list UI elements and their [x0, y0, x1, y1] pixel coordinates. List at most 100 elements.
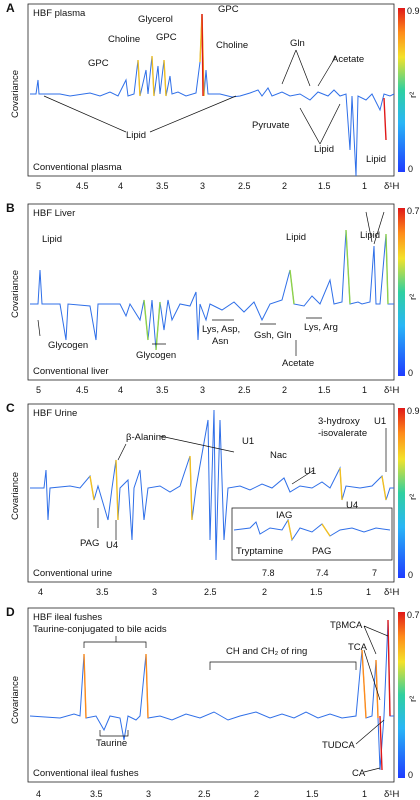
panel-b-cbar-min: 0: [408, 368, 413, 378]
panel-c-subtitle: Conventional urine: [33, 568, 112, 579]
panel-d-spectrum: [29, 619, 394, 771]
panel-c-leader-lines: [97, 428, 387, 540]
panel-a-xtick: 2.5: [238, 181, 251, 191]
panel-c-xtick: 1.5: [310, 587, 323, 597]
panel-b-label-lipid3: Lipid: [360, 230, 380, 241]
panel-a-leader-lines: [43, 49, 341, 145]
panel-c-label-nac: Nac: [270, 450, 287, 461]
panel-d-colorbar: [398, 612, 405, 778]
panel-d-xtick: 3: [146, 789, 151, 799]
panel-a-xtick: 1.5: [318, 181, 331, 191]
panel-d-spectrum-red: [379, 619, 391, 771]
panel-d-label-ca: CA: [352, 768, 366, 779]
panel-c-xtick: 3: [152, 587, 157, 597]
panel-d-label-tbmca: TβMCA: [330, 620, 363, 631]
panel-d-ylabel: Covariance: [10, 676, 21, 724]
panel-c-inset: IAG Tryptamine PAG 7.8 7.4 7: [231, 507, 393, 578]
panel-d-xticks: 4 3.5 3 2.5 2 1.5 1: [36, 789, 367, 799]
panel-d-subtitle: Conventional ileal fushes: [33, 768, 139, 779]
panel-d-xtick: 3.5: [90, 789, 103, 799]
panel-b-xticks: 5 4.5 4 3.5 3 2.5 2 1.5 1: [36, 385, 367, 395]
panel-c-label-u1: U1: [242, 436, 254, 447]
panel-a-xlabel: δ¹H: [384, 181, 399, 192]
panel-a-spectrum: [30, 13, 395, 177]
panel-b-xtick: 1.5: [318, 385, 331, 395]
panel-d-xlabel: δ¹H: [384, 789, 399, 800]
panel-c-inset-tick: 7.4: [316, 568, 329, 578]
panel-d-frame: [27, 607, 395, 783]
panel-a-xtick: 3: [200, 181, 205, 191]
panel-c-cbar-title: r²: [408, 494, 419, 500]
panel-d-label-tca: TCA: [348, 642, 368, 653]
panel-b-spectrum-highlight: [143, 229, 389, 351]
panel-a-label-gpc: GPC: [88, 58, 109, 69]
panel-b-xtick: 3.5: [156, 385, 169, 395]
panel-c-inset-highlight: [287, 519, 331, 541]
panel-d: D Covariance HBF ileal fushes Taurine-co…: [6, 605, 420, 800]
panel-b-xtick: 2: [282, 385, 287, 395]
panel-c: C Covariance HBF Urine Conventional urin…: [6, 401, 420, 598]
panel-b-xlabel: δ¹H: [384, 385, 399, 396]
panel-d-title: HBF ileal fushes: [33, 612, 102, 623]
panel-c-inset-tick: 7.8: [262, 568, 275, 578]
panel-b-label-glycogen: Glycogen: [48, 340, 88, 351]
panel-c-inset-tick: 7: [372, 568, 377, 578]
panel-c-label-isovalerate: -isovalerate: [318, 428, 367, 439]
panel-c-label-pag: PAG: [80, 538, 99, 549]
panel-c-spectrum: [30, 409, 394, 561]
panel-a-label-gpc2: GPC: [156, 32, 177, 43]
panel-b-label-asn: Asn: [212, 336, 228, 347]
panel-c-title: HBF Urine: [33, 408, 77, 419]
panel-b-ylabel: Covariance: [10, 270, 21, 318]
panel-b-cbar-title: r²: [408, 294, 419, 300]
panel-b-colorbar: [398, 208, 405, 376]
panel-b-leader-lines: [37, 211, 385, 356]
panel-b-xtick: 1: [362, 385, 367, 395]
panel-c-colorbar: [398, 408, 405, 578]
panel-d-xtick: 2: [254, 789, 259, 799]
panel-a-label-lipid3: Lipid: [366, 154, 386, 165]
panel-a-label-lipid2: Lipid: [314, 144, 334, 155]
panel-a-subtitle: Conventional plasma: [33, 162, 122, 173]
panel-b-frame: [27, 203, 395, 381]
panel-a-title: HBF plasma: [33, 8, 86, 19]
panel-a-label-choline2: Choline: [216, 40, 248, 51]
panel-a-cbar-title: r²: [408, 92, 419, 98]
panel-b-label-lipid2: Lipid: [286, 232, 306, 243]
panel-c-xtick: 2: [262, 587, 267, 597]
panel-a-xticks: 5 4.5 4 3.5 3 2.5 2 1.5 1: [36, 181, 367, 191]
panel-c-spectrum-highlight: [89, 455, 387, 521]
panel-d-cbar-max: 0.7: [407, 610, 420, 620]
panel-d-xtick: 1.5: [306, 789, 319, 799]
panel-a-label-gln: Gln: [290, 38, 305, 49]
panel-b-label-acetate: Acetate: [282, 358, 314, 369]
panel-d-label-taurine: Taurine: [96, 738, 127, 749]
panel-c-ylabel: Covariance: [10, 472, 21, 520]
panel-c-inset-spectrum: [233, 518, 391, 542]
panel-c-label-3-hydroxy: 3-hydroxy: [318, 416, 360, 427]
panel-c-label-tryptamine: Tryptamine: [236, 546, 283, 557]
panel-d-title2: Taurine-conjugated to bile acids: [33, 624, 167, 635]
panel-a-label-glycerol: Glycerol: [138, 14, 173, 25]
panel-c-xticks: 4 3.5 3 2.5 2 1.5 1: [38, 587, 371, 597]
panel-a-xtick: 1: [362, 181, 367, 191]
panel-b-label-gsh-gln: Gsh, Gln: [254, 330, 292, 341]
panel-a-xtick: 2: [282, 181, 287, 191]
panel-c-label-u1c: U1: [374, 416, 386, 427]
panel-a-label-lipid: Lipid: [126, 130, 146, 141]
panel-c-xtick: 3.5: [96, 587, 109, 597]
panel-d-letter: D: [6, 605, 15, 619]
panel-b-label-glycogen2: Glycogen: [136, 350, 176, 361]
panel-c-letter: C: [6, 401, 15, 415]
panel-b-xtick: 2.5: [238, 385, 251, 395]
panel-a-label-gpc3: GPC: [218, 4, 239, 15]
panel-a-xtick: 4.5: [76, 181, 89, 191]
panel-d-xtick: 1: [362, 789, 367, 799]
panel-a-cbar-max: 0.9: [407, 6, 420, 16]
panel-b-subtitle: Conventional liver: [33, 366, 109, 377]
panel-a-label-acetate: Acetate: [332, 54, 364, 65]
panel-a-ylabel: Covariance: [10, 70, 21, 118]
panel-c-label-u4b: U4: [346, 500, 358, 511]
panel-a-label-pyruvate: Pyruvate: [252, 120, 290, 131]
